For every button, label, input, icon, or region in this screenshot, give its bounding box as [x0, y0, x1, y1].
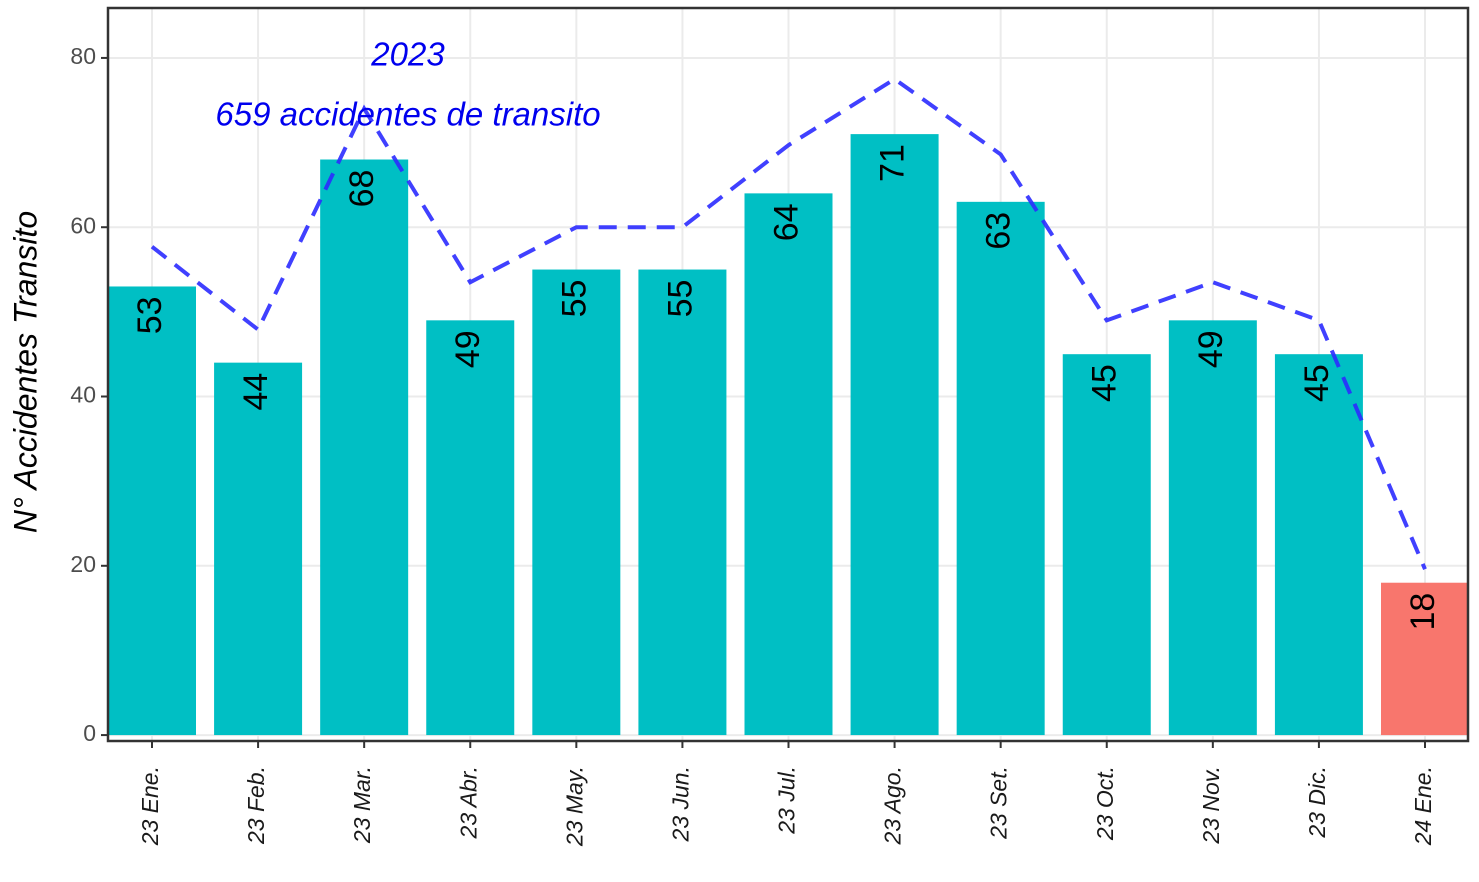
bar — [426, 320, 515, 736]
value-label: 18 — [1404, 593, 1442, 631]
x-tick-label: 23 Jul. — [774, 766, 800, 835]
bar — [320, 159, 409, 736]
value-label: 68 — [343, 170, 381, 208]
y-tick-label: 40 — [70, 382, 96, 408]
y-axis-title: N° Accidentes Transito — [7, 211, 43, 533]
x-tick-label: 23 Ene. — [137, 766, 163, 846]
value-label: 45 — [1086, 364, 1124, 402]
x-tick-label: 23 Oct. — [1092, 766, 1118, 841]
x-tick-label: 24 Ene. — [1410, 766, 1436, 846]
value-label: 55 — [555, 280, 593, 318]
bar — [1168, 320, 1257, 736]
bar — [850, 134, 939, 736]
x-tick-label: 23 Set. — [986, 766, 1012, 840]
value-label: 49 — [1192, 330, 1230, 368]
x-tick-label: 23 May. — [561, 766, 587, 847]
x-tick-label: 23 Abr. — [455, 766, 481, 839]
bar — [744, 193, 833, 736]
value-label: 63 — [980, 212, 1018, 250]
value-label: 71 — [874, 144, 912, 182]
x-tick-label: 23 Nov. — [1198, 766, 1224, 845]
value-label: 45 — [1298, 364, 1336, 402]
bar — [532, 269, 621, 736]
x-tick-label: 23 Feb. — [243, 766, 269, 845]
bar — [956, 201, 1045, 736]
x-tick-label: 23 Dic. — [1304, 766, 1330, 839]
x-tick-label: 23 Mar. — [349, 766, 375, 844]
value-label: 44 — [237, 373, 275, 411]
dashed-line — [150, 76, 1427, 570]
bar — [1274, 354, 1363, 736]
y-tick-label: 20 — [70, 551, 96, 577]
value-label: 53 — [131, 296, 169, 334]
y-tick-label: 0 — [83, 720, 96, 746]
y-tick-label: 60 — [70, 212, 96, 238]
annotation: 2023 — [370, 36, 445, 73]
bar — [108, 286, 196, 736]
bar — [1381, 582, 1469, 736]
value-label: 49 — [449, 330, 487, 368]
plot-border — [106, 6, 1470, 743]
x-tick-label: 23 Jun. — [667, 766, 693, 842]
y-tick-label: 80 — [70, 43, 96, 69]
value-label: 64 — [767, 203, 805, 241]
annotation: 659 accidentes de transito — [215, 96, 600, 133]
x-tick-label: 23 Ago. — [880, 766, 906, 845]
value-label: 55 — [661, 280, 699, 318]
bar — [1062, 354, 1151, 736]
bar — [214, 362, 303, 736]
bar — [638, 269, 727, 736]
